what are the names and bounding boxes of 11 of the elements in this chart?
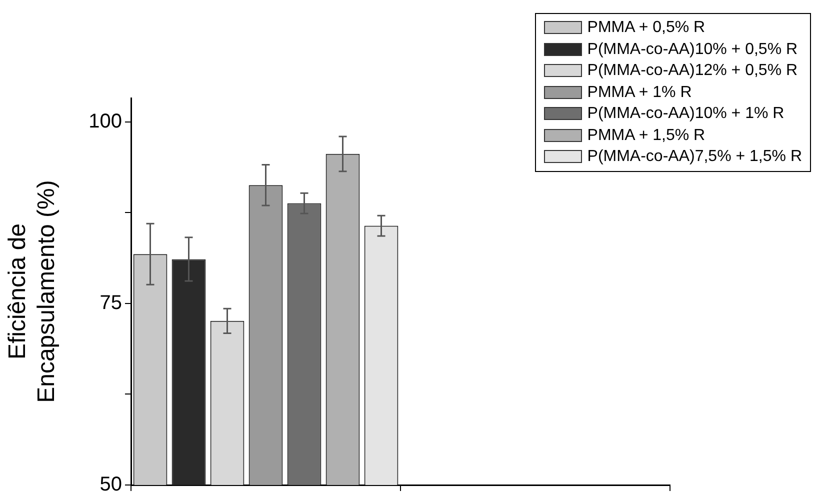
legend-label: P(MMA-co-AA)7,5% + 1,5% R xyxy=(587,147,802,167)
legend-label: PMMA + 1% R xyxy=(587,82,692,102)
y-tick-label: 75 xyxy=(100,292,122,314)
legend-label: P(MMA-co-AA)10% + 1% R xyxy=(587,104,784,124)
y-axis-title: Eficiência de Encapsulamento (%) xyxy=(4,180,60,403)
y-tick-label: 50 xyxy=(100,474,122,496)
legend-label: P(MMA-co-AA)10% + 0,5% R xyxy=(587,40,798,60)
legend-label: PMMA + 1,5% R xyxy=(587,126,706,146)
legend-label: P(MMA-co-AA)12% + 0,5% R xyxy=(587,61,798,81)
y-tick-label: 100 xyxy=(88,110,122,132)
legend-label: PMMA + 0,5% R xyxy=(587,18,706,38)
